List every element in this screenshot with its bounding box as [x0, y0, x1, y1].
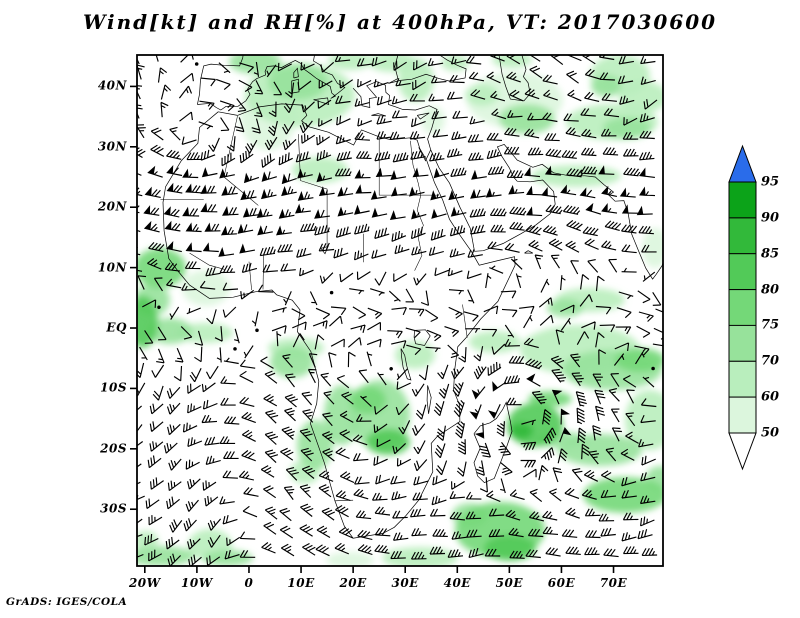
chart-title: Wind[kt] and RH[%] at 400hPa, VT: 201703… [82, 10, 718, 34]
colorbar-segment [728, 289, 757, 327]
colorbar-segment [728, 217, 757, 255]
grads-attribution: GrADS: IGES/COLA [6, 596, 128, 608]
colorbar-under-arrow [728, 432, 757, 471]
colorbar-segment [728, 396, 757, 434]
coastlines-layer [160, 55, 663, 539]
colorbar-segment [728, 253, 757, 291]
colorbar-over-arrow [728, 144, 757, 183]
colorbar-segment [728, 324, 757, 362]
wind-barbs-layer [137, 55, 663, 566]
colorbar-segment [728, 360, 757, 398]
colorbar-segment [728, 181, 757, 219]
map-frame [136, 54, 664, 567]
